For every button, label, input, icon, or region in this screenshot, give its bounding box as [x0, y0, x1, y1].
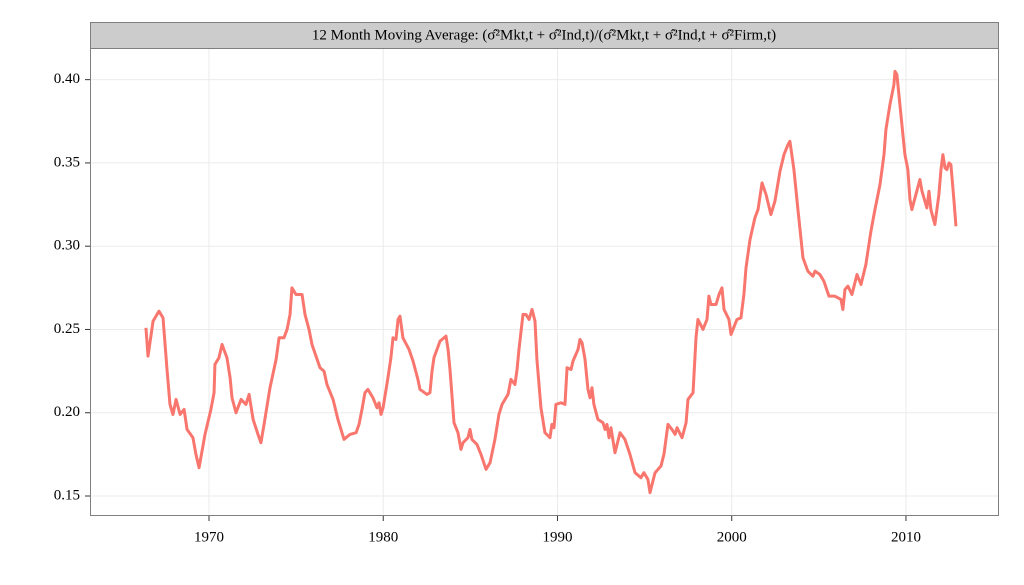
x-tick-label: 1970: [194, 529, 224, 545]
line: [144, 69, 958, 495]
title-strip: [90, 22, 999, 49]
y-tick-label: 0.15: [54, 487, 80, 503]
x-tick-label: 2010: [891, 529, 921, 545]
x-tick-label: 2000: [717, 529, 747, 545]
y-tick-label: 0.30: [54, 238, 80, 254]
panel-border: [90, 48, 999, 516]
grid: [90, 48, 999, 516]
y-tick-label: 0.35: [54, 154, 80, 170]
chart-title: 12 Month Moving Average: (σ̂²Mkt,t + σ̂²…: [312, 27, 776, 43]
y-tick-label: 0.40: [54, 71, 80, 87]
plot-panel: [90, 48, 999, 516]
y-tick-label: 0.25: [54, 321, 80, 337]
marks: [144, 69, 958, 495]
x-tick-label: 1990: [542, 529, 572, 545]
x-tick-label: 1980: [368, 529, 398, 545]
y-tick-label: 0.20: [54, 404, 80, 420]
